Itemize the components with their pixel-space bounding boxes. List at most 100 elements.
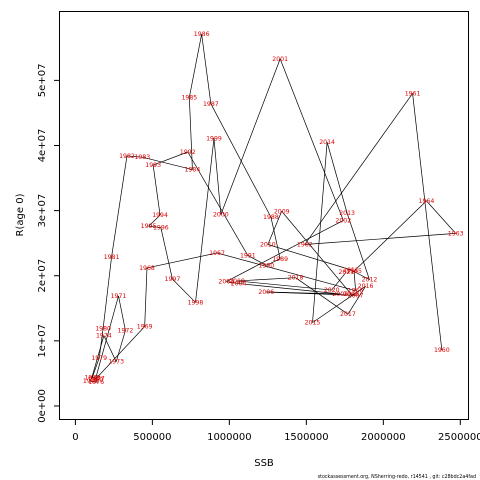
series-segment (95, 295, 119, 380)
point-label-1980: 1980 (95, 325, 111, 332)
point-label-2010: 2010 (260, 241, 276, 248)
point-label-1972: 1972 (118, 327, 134, 334)
series-segment (412, 93, 443, 351)
series-segment (312, 142, 328, 323)
point-label-2021: 2021 (338, 269, 354, 276)
point-label-1994: 1994 (152, 212, 168, 219)
series-path (90, 34, 456, 383)
point-label-1976: 1976 (88, 379, 104, 386)
x-tick-label: 2500000 (438, 432, 480, 443)
point-labels: 1960 1961 1962 1963 1964 1965 1966 1967 1968 1969… (83, 31, 464, 386)
y-tick-label: 1e+07 (37, 324, 48, 358)
series-segment (267, 244, 352, 271)
point-label-2005: 2005 (332, 291, 348, 298)
x-tick-label: 1500000 (284, 432, 329, 443)
point-label-1970: 1970 (88, 376, 104, 383)
point-label-1967: 1967 (209, 250, 225, 257)
series-segment (187, 151, 249, 256)
point-label-2001: 2001 (272, 56, 288, 63)
point-label-1975: 1975 (83, 378, 99, 385)
point-label-2003: 2003 (218, 279, 234, 286)
series-segment (92, 376, 98, 379)
series-segment (226, 220, 344, 282)
point-label-1978: 1978 (84, 374, 100, 381)
point-label-2012: 2012 (362, 277, 378, 284)
series-segment (279, 58, 344, 221)
series-segment (152, 164, 161, 216)
y-tick-label: 4e+07 (37, 129, 48, 163)
point-label-1992: 1992 (180, 149, 196, 156)
point-label-1989: 1989 (272, 256, 288, 263)
series-segment (160, 227, 173, 280)
point-label-1962: 1962 (297, 241, 313, 248)
x-axis-title: SSB (254, 458, 274, 469)
series-segment (188, 34, 202, 98)
series-segment (312, 285, 366, 323)
series-segment (210, 103, 272, 218)
point-label-2007: 2007 (348, 292, 364, 299)
y-tick-label: 3e+07 (37, 194, 48, 228)
point-label-2006: 2006 (258, 289, 274, 296)
point-label-2008: 2008 (343, 291, 359, 298)
footer-credit: stockassessment.org, NSherring-redo, r14… (318, 474, 476, 480)
series-segment (237, 280, 332, 291)
y-tick-label: 2e+07 (37, 259, 48, 293)
series-segment (304, 93, 413, 245)
series-segment (188, 97, 193, 170)
point-label-1966: 1966 (348, 288, 364, 295)
point-label-1965: 1965 (346, 268, 362, 275)
series-segment (266, 291, 356, 296)
point-label-2000: 2000 (213, 212, 229, 219)
series-segment (144, 267, 148, 327)
series-segment (267, 211, 283, 245)
series-segment (172, 278, 196, 303)
point-label-2020: 2020 (324, 287, 340, 294)
series-segment (103, 335, 117, 362)
series-segment (95, 378, 98, 382)
point-label-2019: 2019 (229, 278, 245, 285)
point-label-1974: 1974 (96, 333, 112, 340)
series-segment (353, 271, 356, 291)
point-label-2015: 2015 (305, 320, 321, 327)
series-segment (148, 225, 161, 228)
x-axis: 0 500000 1000000 1500000 2000000 2500000 (72, 419, 480, 443)
series-segment (304, 233, 456, 245)
point-label-2002: 2002 (335, 217, 351, 224)
point-label-1986: 1986 (194, 31, 210, 38)
series-segment (142, 156, 193, 170)
series-segment (331, 271, 347, 291)
series-segment (126, 155, 143, 158)
point-label-1969: 1969 (137, 324, 153, 331)
point-label-2009: 2009 (274, 208, 290, 215)
point-label-1999: 1999 (206, 135, 222, 142)
series-segment (347, 285, 366, 315)
point-label-1961: 1961 (405, 90, 421, 97)
point-label-2017: 2017 (340, 311, 356, 318)
point-label-1968: 1968 (139, 265, 155, 272)
point-label-1990: 1990 (258, 262, 274, 269)
series-segment (146, 252, 218, 269)
series-segment (237, 277, 296, 282)
series-segment (346, 213, 370, 280)
point-label-1982: 1982 (119, 153, 135, 160)
series-segment (353, 200, 427, 272)
series-segment (148, 214, 161, 227)
x-tick-label: 2000000 (361, 432, 406, 443)
series-segment (92, 357, 100, 378)
series-segment (350, 269, 370, 280)
point-label-2014: 2014 (319, 139, 335, 146)
y-axis-title: R(age 0) (15, 193, 26, 236)
point-label-1995: 1995 (141, 223, 157, 230)
series-segment (213, 138, 222, 215)
series-segment (111, 155, 128, 257)
point-label-1973: 1973 (108, 359, 124, 366)
point-label-1977: 1977 (89, 376, 105, 383)
x-tick-label: 1000000 (207, 432, 252, 443)
point-label-1983: 1983 (134, 154, 150, 161)
point-label-1998: 1998 (188, 299, 204, 306)
point-label-2018: 2018 (288, 275, 304, 282)
y-tick-label: 0e+00 (37, 389, 48, 423)
point-label-1979: 1979 (91, 355, 107, 362)
series-segment (226, 281, 239, 284)
x-tick-label: 0 (72, 432, 78, 443)
